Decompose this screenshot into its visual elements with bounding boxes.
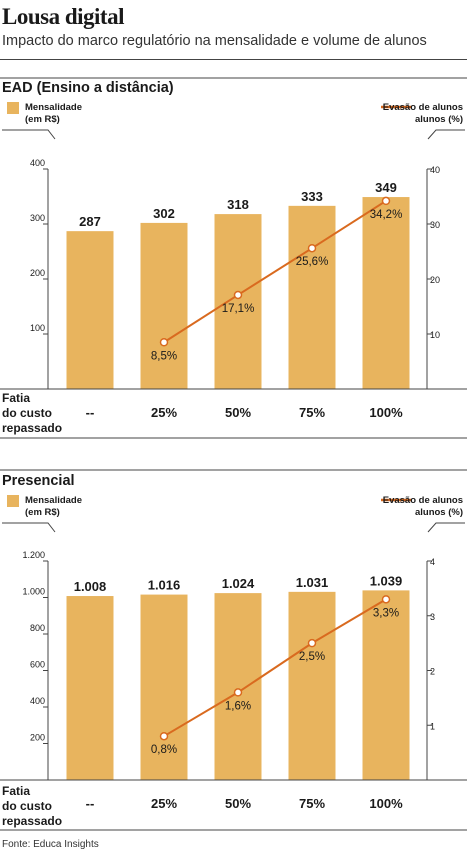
panel2-right-tick-label: 1 bbox=[430, 721, 435, 731]
panel1-evasion-line bbox=[163, 200, 387, 344]
panel2-left-tick-label: 600 bbox=[30, 660, 45, 670]
panel1-evasion-value-label: 25,6% bbox=[296, 256, 329, 268]
panel1-left-tick-label: 300 bbox=[30, 213, 45, 223]
panel1-evasion-point bbox=[307, 243, 317, 253]
panel2-left-tick-label: 200 bbox=[30, 733, 45, 743]
panel2-legend-line-label-line1: Evasão de alunos bbox=[383, 495, 463, 506]
panel2-bar bbox=[362, 590, 410, 780]
panel2-row-label-line1: Fatia bbox=[2, 784, 30, 798]
panel2-evasion-point bbox=[233, 688, 243, 697]
panel2-left-tick-label: 1.200 bbox=[22, 550, 45, 560]
panel1-legend-line-label-line1: Evasão de alunos bbox=[383, 102, 463, 113]
panel2-category-label: -- bbox=[86, 796, 95, 811]
panel1-left-tick-label: 200 bbox=[30, 268, 45, 278]
panel1-evasion-point bbox=[233, 290, 243, 300]
panel1-evasion-value-label: 8,5% bbox=[151, 350, 177, 362]
panel1-category-label: 100% bbox=[369, 405, 403, 420]
panel1-right-tick-label: 20 bbox=[430, 275, 440, 285]
source-note: Fonte: Educa Insights bbox=[2, 839, 99, 850]
panel2-category-label: 25% bbox=[151, 796, 177, 811]
page-subtitle: Impacto do marco regulatório na mensalid… bbox=[2, 33, 427, 49]
panel1-evasion-value-label: 17,1% bbox=[222, 303, 255, 315]
panel2-legend-line-leader bbox=[427, 522, 465, 533]
panel2-evasion-line bbox=[163, 598, 387, 738]
panel2-bar-value-label: 1.016 bbox=[148, 578, 181, 593]
panel2-left-tick-label: 400 bbox=[30, 696, 45, 706]
panel1-bar-value-label: 318 bbox=[227, 197, 249, 212]
panel1-legend-bar-leader bbox=[2, 129, 56, 140]
panel2-left-tick-label: 800 bbox=[30, 623, 45, 633]
panel2-bar bbox=[140, 594, 188, 780]
panel1-right-tick-label: 10 bbox=[430, 330, 440, 340]
panel2-bar-value-label: 1.008 bbox=[74, 579, 107, 594]
panel2-right-tick-label: 2 bbox=[430, 667, 435, 677]
panel1-category-label: 75% bbox=[299, 405, 325, 420]
panel2-row-label-line3: repassado bbox=[2, 814, 62, 828]
panel2-bar-value-label: 1.024 bbox=[222, 576, 255, 591]
panel2-legend-line-label-line2: alunos (%) bbox=[415, 507, 463, 518]
panel1-bar-value-label: 302 bbox=[153, 206, 175, 221]
panel1-right-tick-label: 40 bbox=[430, 165, 440, 175]
panel1-category-label: -- bbox=[86, 405, 95, 420]
panel2-category-label: 100% bbox=[369, 796, 403, 811]
panel2-bar-value-label: 1.031 bbox=[296, 575, 329, 590]
panel1-left-tick-label: 400 bbox=[30, 158, 45, 168]
panel1-legend-line-label-line2: alunos (%) bbox=[415, 114, 463, 125]
panel1-bar-value-label: 287 bbox=[79, 214, 101, 229]
panel2-right-tick-label: 4 bbox=[430, 557, 435, 567]
panel1-bar bbox=[66, 231, 114, 389]
panel2-evasion-point bbox=[159, 731, 169, 741]
panel2-legend-bar-label-line1: Mensalidade bbox=[25, 495, 82, 506]
panel1-bar bbox=[214, 214, 262, 389]
panel2-evasion-point bbox=[381, 595, 391, 604]
panel2-category-label: 50% bbox=[225, 796, 251, 811]
panel1-legend-bar-swatch bbox=[7, 102, 19, 114]
panel2-bar-value-label: 1.039 bbox=[370, 573, 403, 588]
panel1-bar bbox=[140, 222, 188, 389]
panel1-left-tick-label: 100 bbox=[30, 323, 45, 333]
panel2-evasion-value-label: 1,6% bbox=[225, 700, 251, 712]
panel1-row-label-line2: do custo bbox=[2, 406, 52, 420]
panel1-category-label: 25% bbox=[151, 405, 177, 420]
top-divider bbox=[0, 59, 467, 60]
panel2-legend-bar-label-line2: (em R$) bbox=[25, 507, 60, 518]
panel2-legend-bar-leader bbox=[2, 522, 56, 533]
panel1-row-label-line3: repassado bbox=[2, 421, 62, 435]
panel1-bar-value-label: 349 bbox=[375, 180, 397, 195]
panel2-legend-bar-swatch bbox=[7, 495, 19, 507]
panel2-evasion-point bbox=[307, 638, 317, 648]
panel1-bar-value-label: 333 bbox=[301, 189, 323, 204]
panel1-title: EAD (Ensino a distância) bbox=[2, 80, 174, 96]
panel1-right-tick-label: 30 bbox=[430, 220, 440, 230]
panel1-legend-line-leader bbox=[427, 129, 465, 140]
panel2-bar bbox=[288, 591, 336, 780]
panel1-category-label: 50% bbox=[225, 405, 251, 420]
panel2-evasion-value-label: 0,8% bbox=[151, 744, 177, 756]
panel2-row-label-line2: do custo bbox=[2, 799, 52, 813]
panel1-evasion-value-label: 34,2% bbox=[370, 209, 403, 221]
panel2-category-label: 75% bbox=[299, 796, 325, 811]
panel2-title: Presencial bbox=[2, 473, 75, 489]
panel1-row-label-line1: Fatia bbox=[2, 391, 30, 405]
panel2-bar bbox=[214, 593, 262, 780]
panel1-bar bbox=[362, 197, 410, 389]
page-title: Lousa digital bbox=[2, 4, 124, 29]
panel2-right-tick-label: 3 bbox=[430, 612, 435, 622]
panel1-legend-bar-label-line1: Mensalidade bbox=[25, 102, 82, 113]
panel1-bar bbox=[288, 205, 336, 389]
panel2-evasion-value-label: 3,3% bbox=[373, 607, 399, 619]
panel1-evasion-point bbox=[159, 338, 169, 347]
panel2-evasion-value-label: 2,5% bbox=[299, 651, 325, 663]
panel1-legend-bar-label-line2: (em R$) bbox=[25, 114, 60, 125]
panel2-left-tick-label: 1.000 bbox=[22, 587, 45, 597]
panel2-bar bbox=[66, 596, 114, 780]
panel1-evasion-point bbox=[381, 196, 391, 206]
